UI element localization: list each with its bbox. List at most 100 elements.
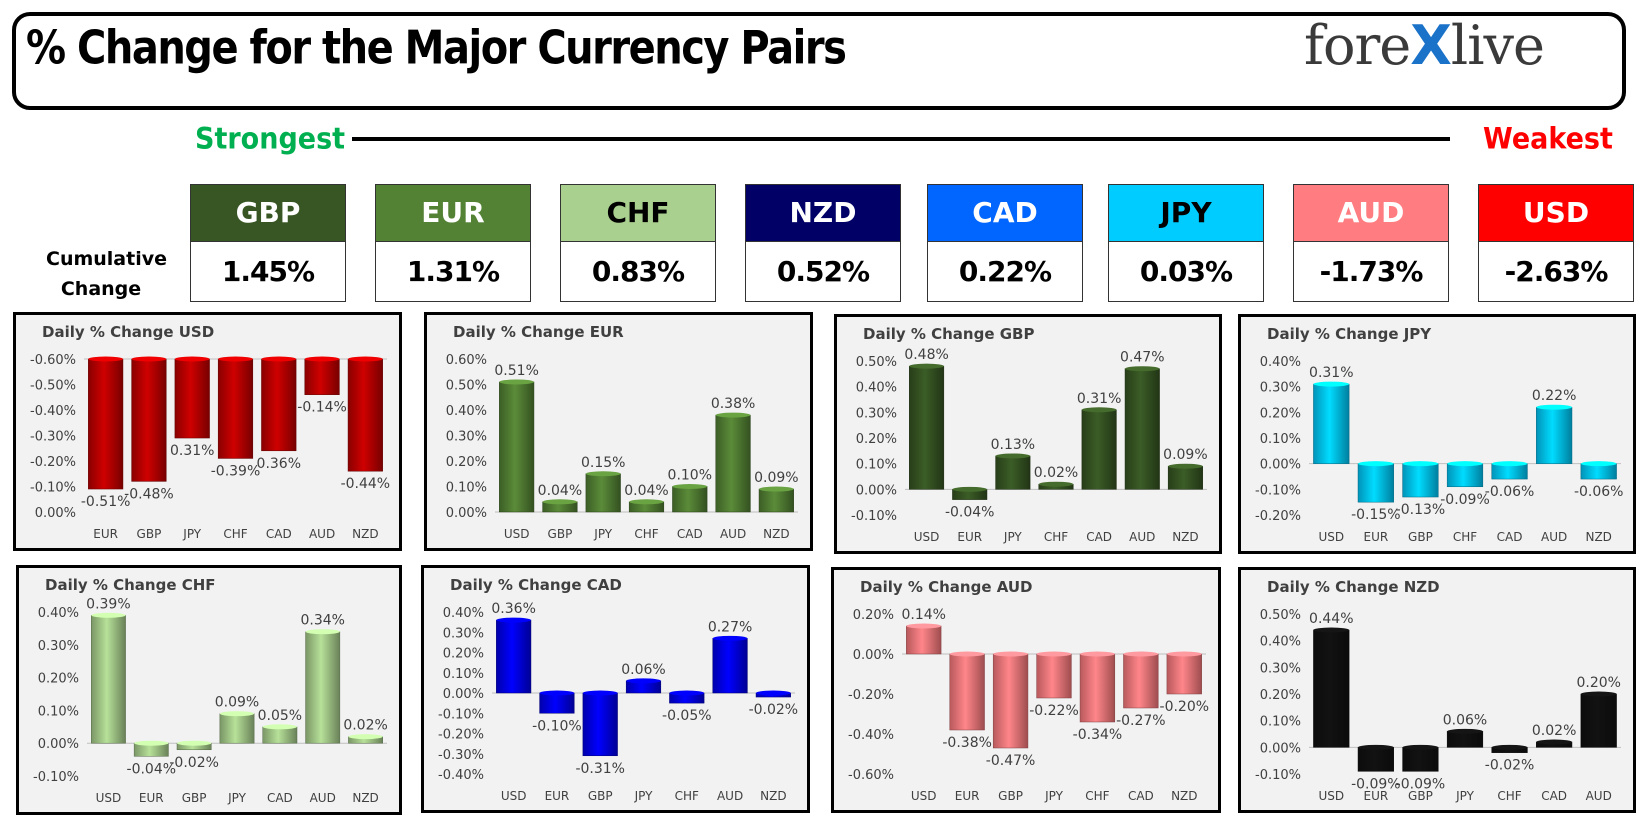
rank-currency-code: JPY — [1109, 185, 1263, 242]
x-category-label: NZD — [763, 527, 789, 541]
bar-top-highlight — [499, 379, 534, 385]
bar-top-highlight — [585, 471, 621, 477]
data-label: 0.38% — [711, 396, 755, 412]
chart-title: Daily % Change NZD — [1267, 578, 1440, 596]
y-tick-label: 0.30% — [446, 430, 487, 445]
data-label: 0.31% — [1077, 391, 1121, 407]
x-category-label: USD — [501, 789, 527, 803]
rank-currency-code: GBP — [191, 185, 345, 242]
strength-scale-line — [352, 137, 1450, 141]
y-tick-label: 0.50% — [446, 379, 487, 394]
x-category-label: CAD — [267, 791, 293, 805]
data-label: 0.02% — [1034, 465, 1078, 481]
bar-top-highlight — [261, 356, 297, 362]
y-tick-label: -0.10% — [1255, 768, 1301, 783]
y-tick-label: -0.60% — [848, 768, 894, 783]
data-label: -0.05% — [662, 708, 712, 724]
bar-top-highlight — [496, 617, 531, 623]
x-category-label: GBP — [182, 791, 207, 805]
x-category-label: EUR — [139, 791, 164, 805]
bar-aud — [304, 358, 340, 395]
bar-gbp — [1402, 463, 1439, 498]
chart-panel-nzd: Daily % Change NZD -0.10% 0.00% 0.10% 0.20%… — [1238, 567, 1636, 813]
data-label: 0.34% — [300, 613, 344, 629]
y-tick-label: -0.10% — [851, 509, 897, 524]
y-tick-label: 0.00% — [443, 687, 484, 702]
y-tick-label: 0.00% — [1260, 458, 1301, 473]
forexlive-logo: foreXlive — [1304, 14, 1545, 77]
rank-cumulative-value: 0.22% — [958, 255, 1052, 288]
y-tick-label: -0.20% — [848, 688, 894, 703]
y-tick-label: 0.10% — [856, 458, 897, 473]
y-tick-label: 0.10% — [446, 481, 487, 496]
cumulative-label-line1: Cumulative — [46, 248, 167, 270]
x-category-label: JPY — [182, 527, 202, 541]
bar-usd — [496, 619, 532, 694]
x-category-label: JPY — [1044, 789, 1064, 803]
rank-box-4: NZD 0.52% — [745, 184, 901, 302]
bar-usd — [91, 615, 126, 744]
y-tick-label: 0.20% — [38, 672, 79, 687]
x-category-label: NZD — [352, 527, 378, 541]
data-label: -0.09% — [1396, 776, 1446, 792]
bar-top-highlight — [993, 651, 1028, 657]
bar-top-highlight — [1491, 461, 1528, 467]
rank-box-7: AUD -1.73% — [1293, 184, 1449, 302]
y-tick-label: 0.60% — [446, 353, 487, 368]
bar-eur — [949, 653, 985, 731]
x-category-label: NZD — [1172, 530, 1198, 544]
bar-chf — [1446, 463, 1484, 488]
y-tick-label: 0.40% — [856, 381, 897, 396]
chart-panel-cad: Daily % Change CAD -0.40% -0.30% -0.20% -0.… — [421, 565, 810, 813]
bar-top-highlight — [1491, 744, 1528, 750]
rank-box-6: JPY 0.03% — [1108, 184, 1264, 302]
data-label: 0.14% — [901, 607, 945, 623]
x-category-label: EUR — [545, 789, 570, 803]
y-tick-label: 0.20% — [1260, 406, 1301, 421]
rank-cumulative-value: -1.73% — [1319, 255, 1424, 288]
x-category-label: JPY — [593, 527, 613, 541]
data-label: 0.39% — [86, 596, 130, 612]
bar-top-highlight — [348, 356, 383, 362]
y-tick-label: 0.10% — [1260, 432, 1301, 447]
x-category-label: GBP — [1408, 789, 1433, 803]
bar-jpy — [995, 455, 1031, 490]
bar-top-highlight — [91, 612, 126, 618]
data-label: -0.20% — [1160, 699, 1210, 715]
chart-title: Daily % Change GBP — [863, 325, 1035, 343]
data-label: -0.39% — [211, 463, 261, 479]
y-tick-label: 0.00% — [1260, 741, 1301, 756]
x-category-label: EUR — [955, 789, 980, 803]
x-category-label: AUD — [310, 791, 336, 805]
bar-top-highlight — [1358, 461, 1394, 467]
bar-eur — [1357, 463, 1394, 503]
data-label: 0.36% — [491, 601, 535, 617]
bar-nzd — [1166, 653, 1202, 695]
y-tick-label: 0.40% — [1260, 355, 1301, 370]
x-category-label: GBP — [1408, 530, 1433, 544]
y-tick-label: 0.40% — [1260, 635, 1301, 650]
bar-chart-gbp: -0.10% 0.00% 0.10% 0.20% 0.30% 0.40% 0.50% 0.48… — [851, 347, 1208, 544]
data-label: 0.36% — [257, 456, 301, 472]
chart-title: Daily % Change CHF — [45, 576, 216, 594]
header-banner — [12, 12, 1626, 110]
bar-jpy — [585, 473, 621, 513]
x-category-label: USD — [911, 789, 937, 803]
bar-jpy — [1036, 653, 1072, 699]
x-category-label: JPY — [634, 789, 654, 803]
x-category-label: EUR — [93, 527, 118, 541]
data-label: -0.38% — [942, 735, 992, 751]
bar-gbp — [992, 653, 1029, 749]
rank-box-2: EUR 1.31% — [375, 184, 531, 302]
y-tick-label: -0.10% — [33, 770, 79, 785]
x-category-label: GBP — [137, 527, 162, 541]
bar-top-highlight — [626, 678, 661, 684]
bar-aud — [1580, 693, 1617, 748]
bar-top-highlight — [1313, 627, 1350, 633]
data-label: -0.02% — [1485, 758, 1535, 774]
bar-top-highlight — [712, 635, 748, 641]
data-label: -0.13% — [1396, 502, 1446, 518]
x-category-label: CHF — [1085, 789, 1109, 803]
bar-top-highlight — [1168, 463, 1203, 469]
rank-cumulative-value: 0.52% — [776, 255, 870, 288]
